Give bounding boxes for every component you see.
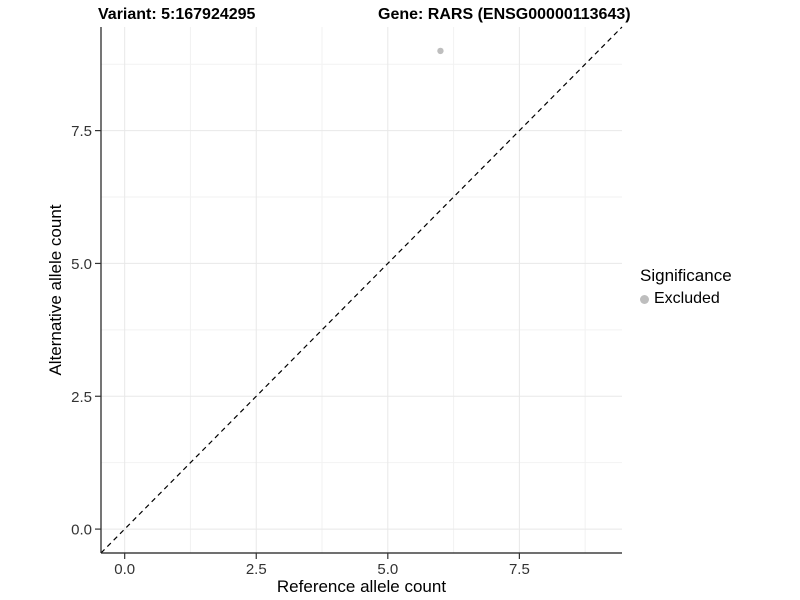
excluded-point-icon (640, 294, 649, 304)
svg-text:0.0: 0.0 (114, 561, 135, 578)
svg-text:7.5: 7.5 (71, 123, 92, 140)
x-axis-label: Reference allele count (276, 577, 447, 596)
legend-title: Significance (640, 266, 732, 285)
legend-entry-label: Excluded (654, 290, 720, 307)
legend-entry-excluded: Excluded (640, 290, 732, 308)
svg-text:5.0: 5.0 (71, 256, 92, 273)
svg-text:7.5: 7.5 (509, 561, 530, 578)
svg-text:2.5: 2.5 (246, 561, 267, 578)
svg-text:2.5: 2.5 (71, 389, 92, 406)
legend: Significance Excluded (640, 266, 732, 308)
y-axis-label: Alternative allele count (46, 204, 65, 376)
gene-title: Gene: RARS (ENSG00000113643) (378, 6, 631, 23)
svg-text:5.0: 5.0 (377, 561, 398, 578)
svg-text:0.0: 0.0 (71, 522, 92, 539)
variant-title: Variant: 5:167924295 (98, 6, 256, 23)
